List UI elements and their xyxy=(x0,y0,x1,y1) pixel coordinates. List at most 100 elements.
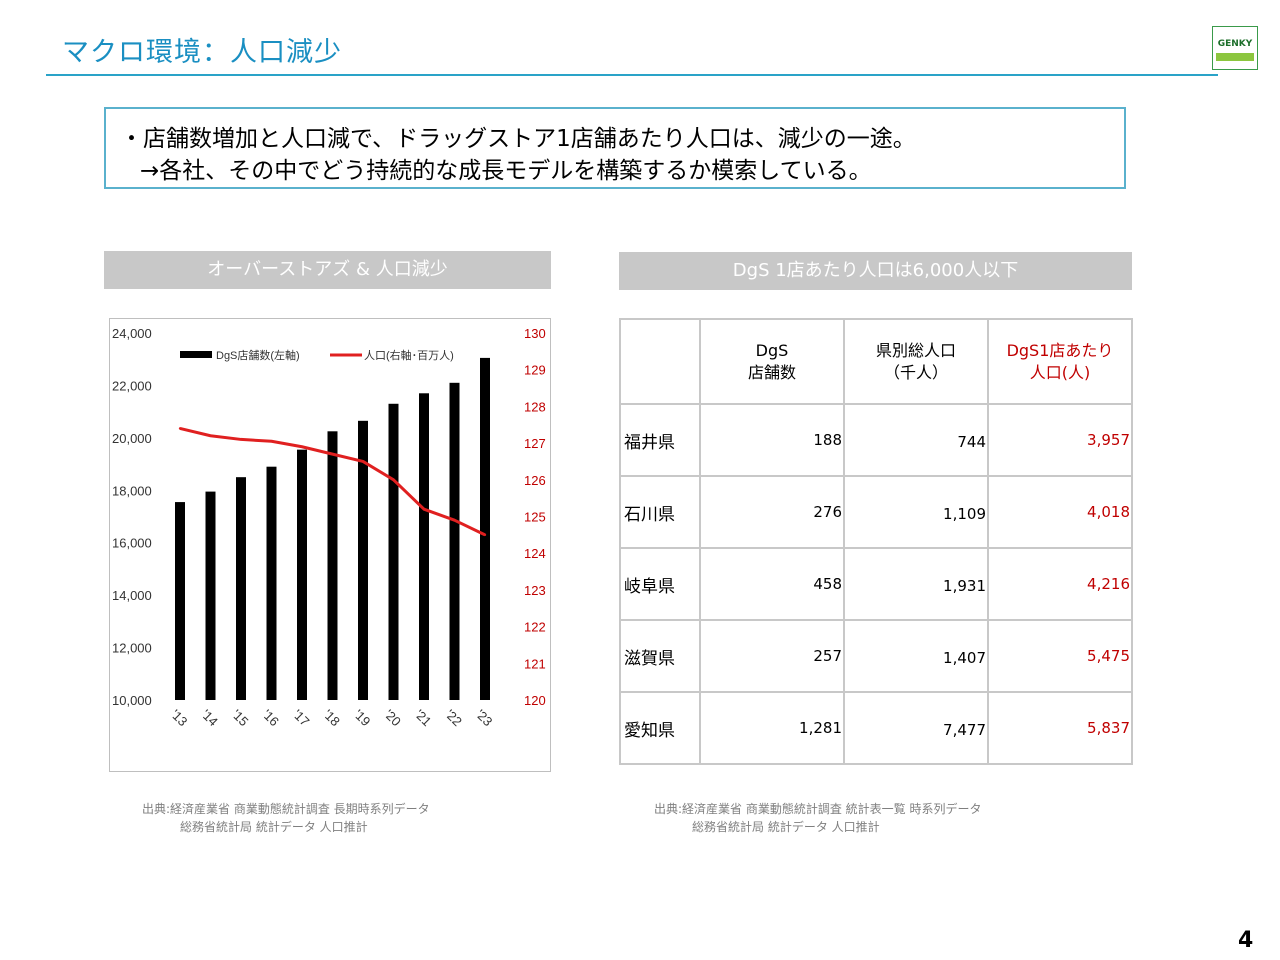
right-axis-tick-label: 121 xyxy=(524,656,546,671)
left-axis-tick-label: 10,000 xyxy=(112,693,152,708)
table-row: 滋賀県 257 1,407 5,475 xyxy=(619,619,1133,693)
bar xyxy=(449,382,460,700)
table-header-population: 県別総人口 （千人） xyxy=(843,318,989,405)
store-count-cell: 1,281 xyxy=(699,691,845,765)
pref-name-cell: 愛知県 xyxy=(619,691,701,765)
pref-table: DgS 店舗数 県別総人口 （千人） DgS1店あたり 人口(人) 福井県 188 744… xyxy=(619,318,1133,765)
bar xyxy=(419,393,429,700)
bar xyxy=(266,466,277,700)
bar xyxy=(388,403,399,700)
population-point xyxy=(453,518,456,522)
per-store-population-cell: 5,475 xyxy=(987,619,1133,693)
logo-bar xyxy=(1216,53,1254,61)
chart-source-line-1: 出典:経済産業省 商業動態統計調査 長期時系列データ xyxy=(142,802,430,816)
right-axis-tick-label: 124 xyxy=(524,546,546,561)
legend-line-label: 人口(右軸･百万人) xyxy=(364,348,454,362)
x-axis-tick-label: '21 xyxy=(412,707,435,730)
summary-box: ・店舗数増加と人口減で、ドラッグストア1店舗あたり人口は、減少の一途。 →各社、… xyxy=(104,107,1126,189)
table-row: 福井県 188 744 3,957 xyxy=(619,403,1133,477)
chart-panel-heading: オーバーストアズ & 人口減少 xyxy=(104,251,551,289)
population-point xyxy=(392,478,395,481)
table-container: DgS 店舗数 県別総人口 （千人） DgS1店あたり 人口(人) 福井県 188 744… xyxy=(619,318,1133,765)
right-axis-tick-label: 123 xyxy=(524,583,546,598)
legend-bar-label: DgS店舗数(左軸) xyxy=(216,348,300,362)
population-point xyxy=(300,445,304,448)
population-cell: 744 xyxy=(843,403,989,477)
per-store-population-cell: 4,216 xyxy=(987,547,1133,621)
population-point xyxy=(270,440,273,443)
store-count-cell: 458 xyxy=(699,547,845,621)
x-axis-tick-label: '16 xyxy=(259,707,282,730)
right-axis-tick-label: 126 xyxy=(524,473,546,488)
table-panel-heading: DgS 1店あたり人口は6,000人以下 xyxy=(619,252,1132,290)
x-axis-tick-label: '22 xyxy=(442,707,465,730)
x-axis-tick-label: '19 xyxy=(351,707,374,730)
store-count-cell: 257 xyxy=(699,619,845,693)
table-header-row: DgS 店舗数 県別総人口 （千人） DgS1店あたり 人口(人) xyxy=(619,318,1133,405)
logo-text: GENKY xyxy=(1217,39,1253,49)
page-number: 4 xyxy=(1238,928,1254,953)
table-header-text: DgS xyxy=(755,340,789,360)
bar xyxy=(205,491,216,700)
population-cell: 1,407 xyxy=(843,619,989,693)
table-header-stores: DgS 店舗数 xyxy=(699,318,845,405)
table-header-empty xyxy=(619,318,701,405)
right-axis-tick-label: 120 xyxy=(524,693,546,708)
x-axis-tick-label: '15 xyxy=(229,707,252,730)
per-store-population-cell: 4,018 xyxy=(987,475,1133,549)
x-axis-tick-label: '17 xyxy=(290,707,313,730)
table-header-per-store: DgS1店あたり 人口(人) xyxy=(987,318,1133,405)
store-count-cell: 188 xyxy=(699,403,845,477)
pref-name-cell: 滋賀県 xyxy=(619,619,701,693)
bar xyxy=(358,420,368,700)
population-cell: 7,477 xyxy=(843,691,989,765)
bar xyxy=(297,449,307,700)
left-axis-tick-label: 22,000 xyxy=(112,378,152,393)
table-header-text: 人口(人) xyxy=(1029,362,1091,382)
bar xyxy=(327,431,338,700)
table-row: 石川県 276 1,109 4,018 xyxy=(619,475,1133,549)
population-point xyxy=(331,452,334,456)
x-axis-tick-label: '18 xyxy=(320,707,343,730)
bar xyxy=(175,502,185,700)
table-row: 岐阜県 458 1,931 4,216 xyxy=(619,547,1133,621)
bar xyxy=(236,477,246,700)
population-point xyxy=(239,438,243,441)
population-point xyxy=(209,434,212,437)
population-cell: 1,109 xyxy=(843,475,989,549)
right-axis-tick-label: 129 xyxy=(524,363,546,378)
summary-line-2: →各社、その中でどう持続的な成長モデルを構築するか模索している。 xyxy=(140,158,872,184)
right-axis-tick-label: 130 xyxy=(524,326,546,341)
bar xyxy=(480,357,490,700)
per-store-population-cell: 3,957 xyxy=(987,403,1133,477)
left-axis-tick-label: 14,000 xyxy=(112,588,152,603)
right-axis-tick-label: 128 xyxy=(524,399,546,414)
dual-axis-chart: 10,000 12,000 14,000 16,000 18,000 20,000 22,0… xyxy=(112,326,546,730)
table-header-text: DgS1店あたり xyxy=(1006,340,1114,360)
pref-name-cell: 石川県 xyxy=(619,475,701,549)
left-axis-tick-label: 12,000 xyxy=(112,641,152,656)
population-point xyxy=(483,533,487,537)
left-axis-tick-label: 18,000 xyxy=(112,483,152,498)
table-source-line-2: 総務省統計局 統計データ 人口推計 xyxy=(692,820,880,834)
genky-logo: GENKY xyxy=(1212,26,1258,70)
title-divider xyxy=(46,74,1218,76)
table-header-text: （千人） xyxy=(883,362,948,382)
population-point xyxy=(361,460,365,463)
x-axis-tick-label: '13 xyxy=(168,707,191,730)
pref-name-cell: 岐阜県 xyxy=(619,547,701,621)
summary-line-1: ・店舗数増加と人口減で、ドラッグストア1店舗あたり人口は、減少の一途。 xyxy=(120,126,916,152)
population-point xyxy=(178,427,182,430)
x-axis-tick-label: '23 xyxy=(473,707,496,730)
right-axis-tick-label: 127 xyxy=(524,436,546,451)
slide-title: マクロ環境：人口減少 xyxy=(62,37,342,68)
chart-source-line-2: 総務省統計局 統計データ 人口推計 xyxy=(180,820,368,834)
left-axis-tick-label: 16,000 xyxy=(112,536,152,551)
table-header-text: 店舗数 xyxy=(747,362,796,382)
population-point xyxy=(422,507,426,511)
per-store-population-cell: 5,837 xyxy=(987,691,1133,765)
store-count-cell: 276 xyxy=(699,475,845,549)
left-axis-tick-label: 24,000 xyxy=(112,326,152,341)
population-cell: 1,931 xyxy=(843,547,989,621)
table-row: 愛知県 1,281 7,477 5,837 xyxy=(619,691,1133,765)
